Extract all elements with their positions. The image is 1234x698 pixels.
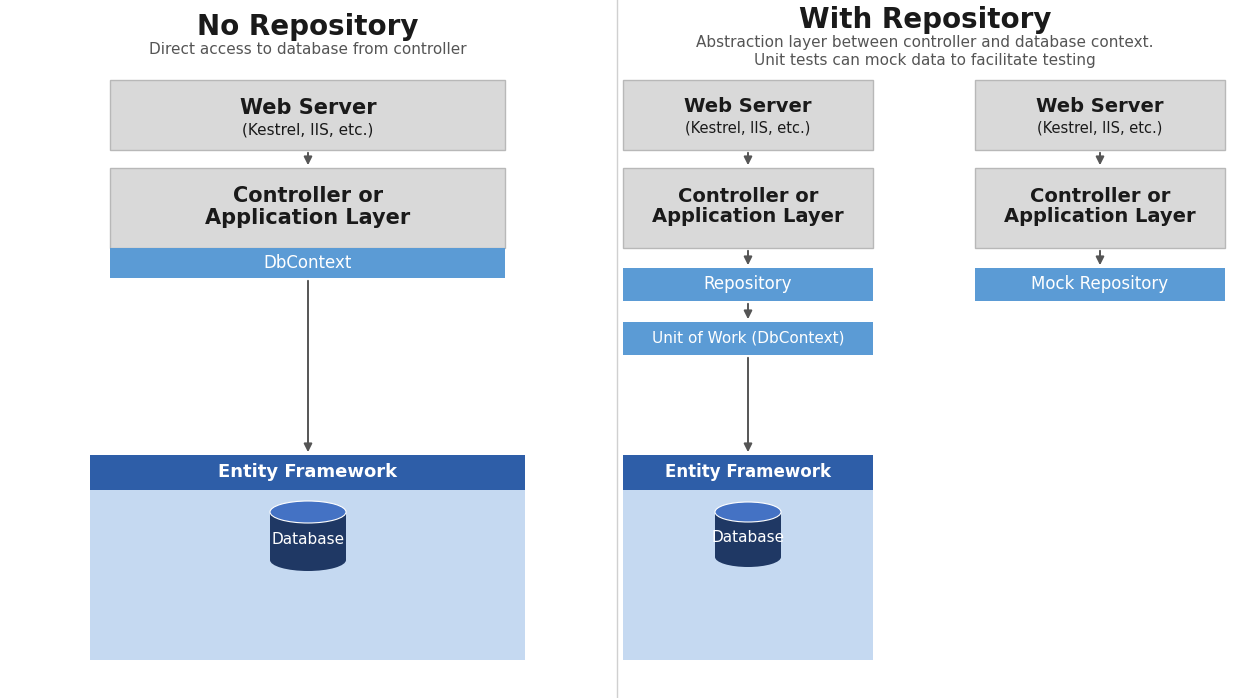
FancyBboxPatch shape xyxy=(623,168,872,248)
Text: Controller or: Controller or xyxy=(233,186,383,206)
Text: Entity Framework: Entity Framework xyxy=(665,463,830,481)
Text: Database: Database xyxy=(271,533,344,547)
Text: Application Layer: Application Layer xyxy=(205,208,411,228)
Text: Abstraction layer between controller and database context.: Abstraction layer between controller and… xyxy=(696,36,1154,50)
FancyBboxPatch shape xyxy=(90,455,524,660)
Text: Repository: Repository xyxy=(703,275,792,293)
FancyBboxPatch shape xyxy=(975,168,1225,248)
Text: Direct access to database from controller: Direct access to database from controlle… xyxy=(149,43,466,57)
Text: Unit tests can mock data to facilitate testing: Unit tests can mock data to facilitate t… xyxy=(754,52,1096,68)
FancyBboxPatch shape xyxy=(110,248,505,278)
Text: (Kestrel, IIS, etc.): (Kestrel, IIS, etc.) xyxy=(1038,121,1162,135)
Text: Application Layer: Application Layer xyxy=(1004,207,1196,226)
FancyBboxPatch shape xyxy=(110,168,505,248)
FancyBboxPatch shape xyxy=(90,455,524,490)
Text: DbContext: DbContext xyxy=(264,254,352,272)
Text: Web Server: Web Server xyxy=(1037,98,1164,117)
Text: No Repository: No Repository xyxy=(197,13,418,41)
Ellipse shape xyxy=(714,502,781,522)
Ellipse shape xyxy=(714,547,781,567)
Bar xyxy=(270,512,346,560)
Text: Unit of Work (DbContext): Unit of Work (DbContext) xyxy=(652,330,844,346)
Text: Database: Database xyxy=(712,530,785,546)
Bar xyxy=(714,512,781,557)
FancyBboxPatch shape xyxy=(623,80,872,150)
Text: Application Layer: Application Layer xyxy=(653,207,844,226)
Text: Web Server: Web Server xyxy=(684,98,812,117)
Ellipse shape xyxy=(270,501,346,523)
Text: Controller or: Controller or xyxy=(677,186,818,205)
FancyBboxPatch shape xyxy=(623,268,872,301)
FancyBboxPatch shape xyxy=(623,455,872,660)
Text: With Repository: With Repository xyxy=(798,6,1051,34)
FancyBboxPatch shape xyxy=(623,322,872,355)
FancyBboxPatch shape xyxy=(975,268,1225,301)
FancyBboxPatch shape xyxy=(975,80,1225,150)
Ellipse shape xyxy=(270,549,346,571)
Text: (Kestrel, IIS, etc.): (Kestrel, IIS, etc.) xyxy=(685,121,811,135)
Text: Web Server: Web Server xyxy=(239,98,376,118)
Text: (Kestrel, IIS, etc.): (Kestrel, IIS, etc.) xyxy=(242,123,374,138)
Text: Mock Repository: Mock Repository xyxy=(1032,275,1169,293)
FancyBboxPatch shape xyxy=(623,455,872,490)
FancyBboxPatch shape xyxy=(110,80,505,150)
Text: Controller or: Controller or xyxy=(1030,186,1170,205)
Text: Entity Framework: Entity Framework xyxy=(218,463,397,481)
